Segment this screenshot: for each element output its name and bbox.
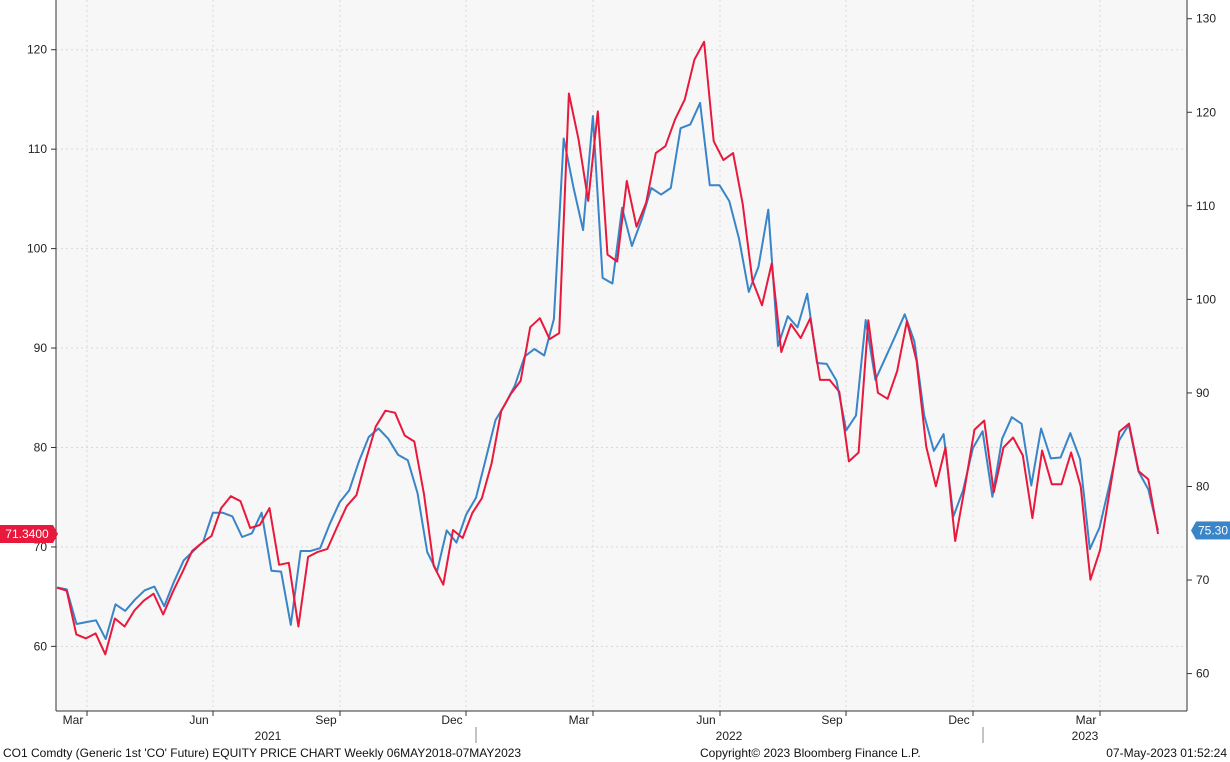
timestamp: 07-May-2023 01:52:24 [1106,746,1227,760]
price-chart: 60 70 80 90 100 110 120 60 70 80 90 100 110 120 130 Mar… [0,0,1230,743]
left-tick-label: 120 [27,43,47,57]
right-tick-label: 120 [1196,105,1216,119]
security-description: CO1 Comdty (Generic 1st 'CO' Future) EQU… [3,746,522,760]
left-tick-label: 110 [28,142,47,156]
series-layer [56,40,1159,656]
blue-series-line [56,101,1159,640]
left-badge-pointer [53,524,58,543]
axes: 60 70 80 90 100 110 120 60 70 80 90 100 110 120 130 Mar… [27,0,1216,743]
x-month-label: Mar [1076,713,1097,727]
left-tick-label: 80 [34,440,48,454]
right-tick-label: 90 [1196,386,1210,400]
right-last-value-text: 75.30 [1198,523,1228,537]
right-tick-label: 70 [1196,573,1210,587]
x-month-label: Sep [315,713,337,727]
left-tick-label: 100 [27,242,47,256]
right-tick-label: 100 [1196,292,1216,306]
left-last-value-text: 71.3400 [5,527,49,541]
copyright-text: Copyright© 2023 Bloomberg Finance L.P. [700,746,921,760]
x-month-label: Sep [821,713,843,727]
left-tick-label: 90 [34,341,48,355]
x-month-label: Mar [569,713,590,727]
left-tick-label: 70 [34,540,48,554]
gridlines [56,0,1187,711]
x-month-label: Dec [948,713,969,727]
x-year-label: 2021 [255,729,282,743]
x-month-label: Mar [63,713,84,727]
left-tick-label: 60 [34,639,48,653]
x-year-label: 2023 [1072,729,1099,743]
right-tick-label: 110 [1196,199,1215,213]
x-month-label: Jun [189,713,208,727]
x-month-label: Jun [696,713,715,727]
last-value-badges: 71.3400 75.30 [0,521,1230,543]
x-month-label: Dec [441,713,462,727]
x-year-label: 2022 [716,729,743,743]
right-badge-pointer [1191,521,1196,540]
right-tick-label: 80 [1196,479,1210,493]
red-series-line [56,40,1159,656]
right-last-value-badge [1196,521,1230,540]
right-tick-label: 130 [1196,12,1216,26]
chart-footer: CO1 Comdty (Generic 1st 'CO' Future) EQU… [0,744,1230,762]
right-tick-label: 60 [1196,667,1210,681]
plot-background [56,0,1187,711]
left-last-value-badge [0,524,53,543]
